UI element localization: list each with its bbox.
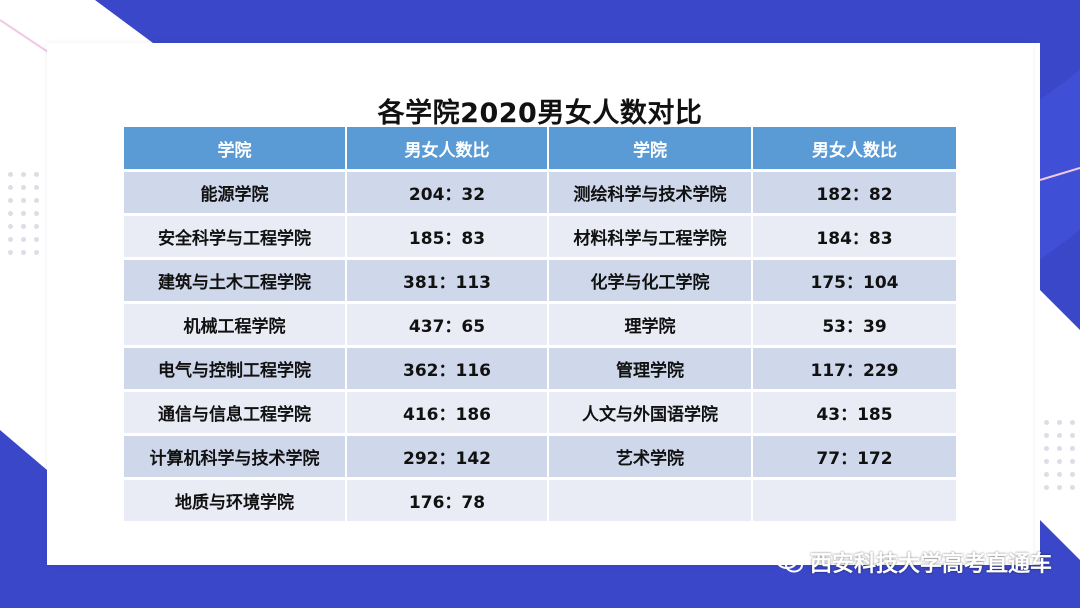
wechat-icon <box>775 551 803 573</box>
ratio-cell: 185：83 <box>345 213 548 259</box>
header-ratio-right: 男女人数比 <box>751 127 956 172</box>
header-college-left: 学院 <box>124 127 346 172</box>
ratio-cell <box>751 477 956 521</box>
ratio-cell: 176：78 <box>345 477 548 521</box>
table-row: 电气与控制工程学院 362：116 管理学院 117：229 <box>124 345 956 391</box>
college-cell: 能源学院 <box>124 169 346 215</box>
page-title: 各学院2020男女人数对比 <box>377 98 703 129</box>
decor-dots-left <box>8 172 39 255</box>
ratio-cell: 53：39 <box>751 301 956 347</box>
ratio-cell: 362：116 <box>345 345 548 391</box>
college-cell: 化学与化工学院 <box>547 257 752 303</box>
ratio-cell: 416：186 <box>345 389 548 435</box>
college-cell: 管理学院 <box>547 345 752 391</box>
college-cell: 地质与环境学院 <box>124 477 346 521</box>
decor-dots-right <box>1044 420 1075 490</box>
header-ratio-left: 男女人数比 <box>345 127 548 172</box>
table-row: 地质与环境学院 176：78 <box>124 477 956 521</box>
college-cell: 人文与外国语学院 <box>547 389 752 435</box>
slide-card: 各学院2020男女人数对比 学院 男女人数比 学院 男女人数比 能源学院 204：… <box>47 43 1033 565</box>
ratio-cell: 117：229 <box>751 345 956 391</box>
college-cell: 机械工程学院 <box>124 301 346 347</box>
college-cell: 材料科学与工程学院 <box>547 213 752 259</box>
table-row: 计算机科学与技术学院 292：142 艺术学院 77：172 <box>124 433 956 479</box>
ratio-cell: 182：82 <box>751 169 956 215</box>
header-college-right: 学院 <box>547 127 752 172</box>
table-row: 机械工程学院 437：65 理学院 53：39 <box>124 301 956 347</box>
table-row: 建筑与土木工程学院 381：113 化学与化工学院 175：104 <box>124 257 956 303</box>
watermark: 西安科技大学高考直通车 <box>775 546 1052 578</box>
table-row: 通信与信息工程学院 416：186 人文与外国语学院 43：185 <box>124 389 956 435</box>
table-row: 安全科学与工程学院 185：83 材料科学与工程学院 184：83 <box>124 213 956 259</box>
ratio-cell: 437：65 <box>345 301 548 347</box>
watermark-text: 西安科技大学高考直通车 <box>809 552 1052 577</box>
ratio-cell: 204：32 <box>345 169 548 215</box>
table-body: 能源学院 204：32 测绘科学与技术学院 182：82 安全科学与工程学院 185：83… <box>124 169 956 521</box>
ratio-cell: 184：83 <box>751 213 956 259</box>
college-cell: 理学院 <box>547 301 752 347</box>
ratio-table: 学院 男女人数比 学院 男女人数比 能源学院 204：32 测绘科学与技术学院 182… <box>124 127 956 521</box>
college-cell: 通信与信息工程学院 <box>124 389 346 435</box>
ratio-cell: 381：113 <box>345 257 548 303</box>
ratio-cell: 175：104 <box>751 257 956 303</box>
college-cell <box>547 477 752 521</box>
ratio-cell: 43：185 <box>751 389 956 435</box>
table-header-row: 学院 男女人数比 学院 男女人数比 <box>124 127 956 172</box>
table-row: 能源学院 204：32 测绘科学与技术学院 182：82 <box>124 169 956 215</box>
college-cell: 艺术学院 <box>547 433 752 479</box>
college-cell: 安全科学与工程学院 <box>124 213 346 259</box>
college-cell: 计算机科学与技术学院 <box>124 433 346 479</box>
college-cell: 测绘科学与技术学院 <box>547 169 752 215</box>
college-cell: 电气与控制工程学院 <box>124 345 346 391</box>
college-cell: 建筑与土木工程学院 <box>124 257 346 303</box>
ratio-cell: 292：142 <box>345 433 548 479</box>
ratio-cell: 77：172 <box>751 433 956 479</box>
